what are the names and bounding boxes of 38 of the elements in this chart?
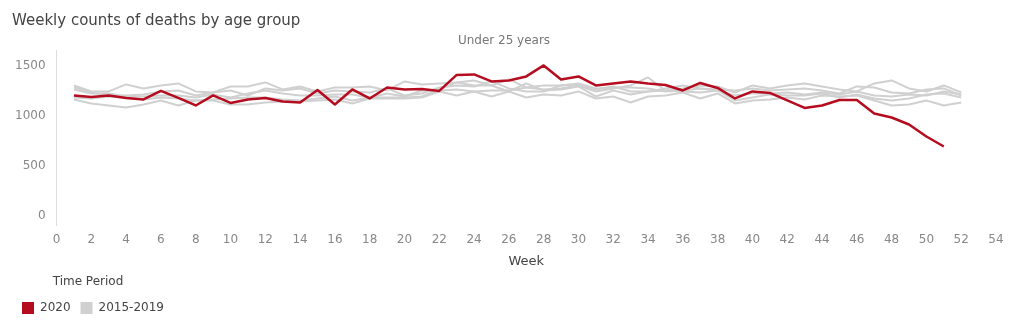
x-tick-label: 28 (536, 231, 552, 246)
x-tick-label: 0 (52, 231, 61, 246)
y-tick-label: 1000 (14, 107, 46, 122)
x-tick-label: 44 (814, 231, 830, 246)
x-tick-label: 12 (257, 231, 273, 246)
x-tick-label: 30 (570, 231, 587, 246)
x-tick-label: 38 (710, 231, 726, 246)
x-tick-label: 24 (466, 231, 482, 246)
x-tick-label: 34 (640, 231, 656, 246)
x-tick-label: 18 (362, 231, 378, 246)
legend-label: 2015-2019 (98, 300, 164, 315)
x-tick-label: 36 (675, 231, 691, 246)
y-tick-label: 500 (22, 157, 46, 172)
x-tick-label: 8 (191, 231, 200, 246)
x-tick-label: 54 (988, 231, 1004, 246)
chart-title: Weekly counts of deaths by age group (12, 10, 301, 29)
x-tick-label: 22 (431, 231, 447, 246)
x-tick-label: 42 (779, 231, 795, 246)
x-tick-label: 6 (157, 231, 165, 246)
x-tick-label: 2 (87, 231, 96, 246)
x-tick-label: 4 (122, 231, 130, 246)
x-tick-label: 16 (327, 231, 343, 246)
legend-label: 2020 (40, 300, 71, 315)
x-tick-label: 48 (883, 231, 900, 246)
x-tick-label: 10 (222, 231, 239, 246)
x-tick-label: 46 (849, 231, 865, 246)
y-tick-label: 1500 (14, 57, 46, 72)
x-tick-label: 50 (918, 231, 935, 246)
x-tick-label: 32 (605, 231, 621, 246)
y-tick-label: 0 (37, 207, 46, 222)
chart-subtitle: Under 25 years (457, 33, 551, 48)
x-tick-label: 14 (292, 231, 308, 246)
x-tick-label: 20 (396, 231, 413, 246)
legend-title: Time Period (51, 273, 124, 288)
x-axis-title: Week (508, 253, 545, 269)
x-tick-label: 26 (501, 231, 517, 246)
x-tick-label: 52 (953, 231, 969, 246)
x-tick-label: 40 (744, 231, 761, 246)
